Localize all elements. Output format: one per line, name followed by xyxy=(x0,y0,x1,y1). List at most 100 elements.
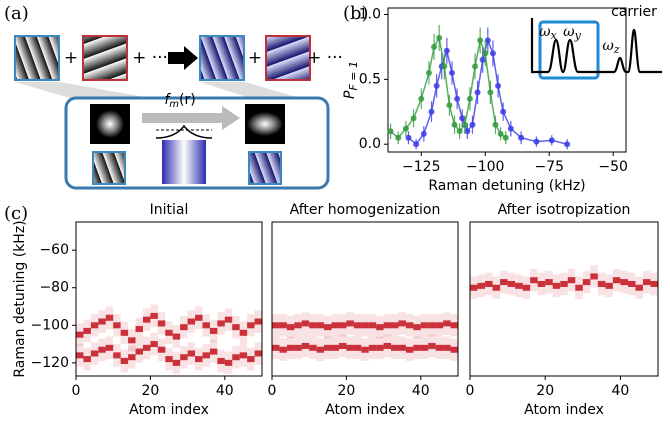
heat-cell xyxy=(98,346,106,353)
heat-cell xyxy=(545,279,553,286)
heat-cell xyxy=(150,341,158,348)
data-point xyxy=(548,137,555,144)
heat-cell xyxy=(239,329,248,336)
heat-cell xyxy=(172,359,181,366)
data-point xyxy=(533,138,540,145)
heat-cell xyxy=(120,329,129,336)
heat-cell xyxy=(575,284,583,291)
heat-cell xyxy=(209,348,218,355)
data-point xyxy=(446,102,453,109)
data-point xyxy=(484,37,491,44)
y-axis-label: Raman detuning (kHz) xyxy=(12,220,28,377)
y-axis-label-main: P xyxy=(342,90,358,99)
heat-cell xyxy=(105,314,114,321)
heat-cell xyxy=(286,344,295,351)
heat-cell xyxy=(428,342,436,349)
data-point xyxy=(495,82,502,89)
heat-cell xyxy=(202,322,210,329)
heat-cell xyxy=(346,344,354,351)
annotation-text: ω xyxy=(563,24,575,40)
x-tick-label: 0 xyxy=(466,383,475,399)
heat-cell xyxy=(590,273,598,280)
heat-cell xyxy=(316,346,325,353)
data-point xyxy=(433,82,440,89)
annotation: ωy xyxy=(563,24,581,42)
x-tick-label: −125 xyxy=(402,159,440,175)
heat-cell xyxy=(76,352,84,359)
heat-cell xyxy=(232,324,240,331)
chart-title: After isotropization xyxy=(498,202,631,218)
plus: + xyxy=(248,48,262,68)
heat-cell xyxy=(187,318,196,325)
heat-cell xyxy=(435,322,444,329)
data-point xyxy=(441,63,448,70)
heat-cell xyxy=(286,324,295,331)
heat-cell xyxy=(301,342,310,349)
heat-cell xyxy=(224,316,233,323)
function-sub: m xyxy=(169,99,179,110)
panel-label: (a) xyxy=(4,3,29,24)
heat-cell xyxy=(113,352,121,359)
heat-cell xyxy=(338,322,347,329)
heat-cell xyxy=(368,322,377,329)
heat-cell xyxy=(279,346,287,353)
function-label: fm(r) xyxy=(164,92,195,110)
heat-cell xyxy=(324,324,332,331)
heat-cell xyxy=(187,350,196,357)
data-point xyxy=(425,69,432,76)
y-tick-label: −80 xyxy=(39,280,69,296)
heat-cell xyxy=(316,322,325,329)
heat-cell xyxy=(142,316,151,323)
heat-cell xyxy=(338,342,347,349)
heat-cell xyxy=(294,344,302,351)
heat-cell xyxy=(353,322,362,329)
x-axis-label: Atom index xyxy=(129,402,209,418)
inset xyxy=(530,18,662,80)
data-point xyxy=(479,56,486,63)
heat-cell xyxy=(150,312,158,319)
heat-cell xyxy=(376,324,384,331)
data-point xyxy=(413,141,420,148)
heat-cell xyxy=(620,279,628,286)
chart-title: After homogenization xyxy=(290,202,441,218)
heat-cell xyxy=(391,344,399,351)
plot-frame xyxy=(75,221,263,377)
heat-cell xyxy=(254,318,262,325)
heat-cell xyxy=(209,327,218,334)
data-point xyxy=(395,134,402,141)
heat-cell xyxy=(202,352,210,359)
heat-cell xyxy=(605,282,613,289)
plot-frame xyxy=(387,7,627,153)
heat-cell xyxy=(522,284,531,291)
data-point xyxy=(474,89,481,96)
heat-cell xyxy=(165,329,173,336)
annotation-sub: x xyxy=(551,29,558,42)
heat-cell xyxy=(485,280,493,287)
heat-cell xyxy=(597,280,606,287)
heat-cell xyxy=(477,282,486,289)
x-tick-label: 40 xyxy=(611,383,629,399)
plus: + xyxy=(64,48,78,68)
heat-cell xyxy=(642,279,651,286)
heat-cell xyxy=(361,346,369,353)
data-point xyxy=(492,121,499,128)
data-point xyxy=(507,125,514,132)
data-point xyxy=(418,95,425,102)
data-point xyxy=(451,121,458,128)
heat-cell xyxy=(552,282,561,289)
y-tick-label: 1.0 xyxy=(359,6,381,22)
data-point xyxy=(497,130,504,137)
heat-cell xyxy=(515,282,523,289)
annotation-text: ω xyxy=(539,24,551,40)
data-point xyxy=(443,47,450,54)
heat-cell xyxy=(157,320,166,327)
heat-cell xyxy=(443,320,451,327)
data-point xyxy=(410,115,417,122)
heat-cell xyxy=(413,344,421,351)
heat-cell xyxy=(450,346,458,353)
x-tick-label: 0 xyxy=(72,383,81,399)
y-tick-label: −60 xyxy=(39,242,69,258)
heat-cell xyxy=(142,344,151,351)
heat-cell xyxy=(195,356,203,363)
